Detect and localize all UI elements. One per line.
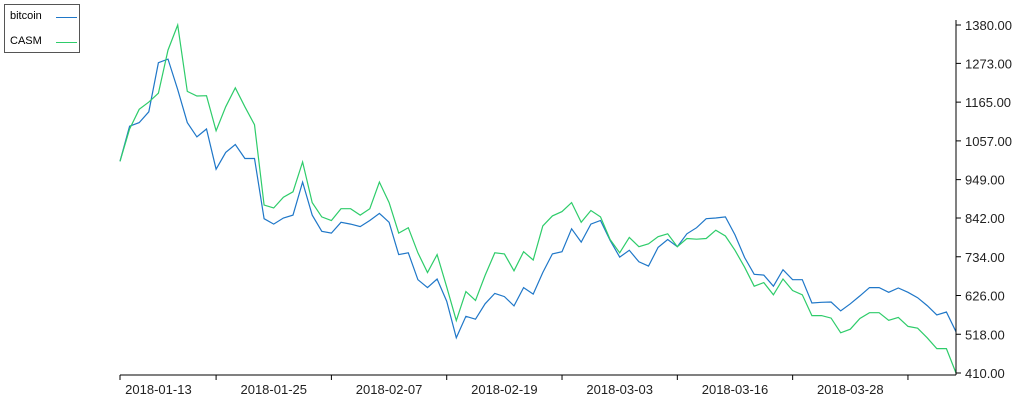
x-tick-label: 2018-03-16 — [702, 382, 769, 397]
x-ticks: 2018-01-13 2018-01-25 2018-02-07 2018-02-19… — [119, 375, 909, 397]
x-tick-label: 2018-01-25 — [240, 382, 307, 397]
legend-swatch-casm — [56, 42, 77, 43]
y-tick-label: 518.00 — [965, 327, 1005, 342]
x-tick-label: 2018-02-19 — [471, 382, 538, 397]
x-tick-label: 2018-03-28 — [817, 382, 884, 397]
legend: bitcoin CASM — [4, 4, 80, 53]
x-tick-label: 2018-02-07 — [356, 382, 423, 397]
y-ticks: 1380.00 1273.00 1165.00 1057.00 949.00 842.00… — [956, 18, 1012, 381]
legend-label-casm: CASM — [10, 35, 42, 47]
y-tick-label: 1380.00 — [965, 18, 1012, 33]
y-tick-label: 842.00 — [965, 211, 1005, 226]
legend-label-bitcoin: bitcoin — [10, 10, 42, 22]
y-tick-label: 949.00 — [965, 173, 1005, 188]
legend-swatch-bitcoin — [56, 17, 77, 18]
series-line-bitcoin — [119, 58, 957, 340]
y-tick-label: 1057.00 — [965, 134, 1012, 149]
x-tick-label: 2018-01-13 — [125, 382, 192, 397]
y-tick-label: 410.00 — [965, 366, 1005, 381]
series-layer — [119, 22, 957, 374]
x-tick-label: 2018-03-03 — [586, 382, 653, 397]
y-tick-label: 1273.00 — [965, 56, 1012, 71]
series-line-casm — [119, 22, 957, 374]
y-tick-label: 734.00 — [965, 250, 1005, 265]
y-tick-label: 1165.00 — [965, 95, 1011, 110]
y-tick-label: 626.00 — [965, 289, 1005, 304]
